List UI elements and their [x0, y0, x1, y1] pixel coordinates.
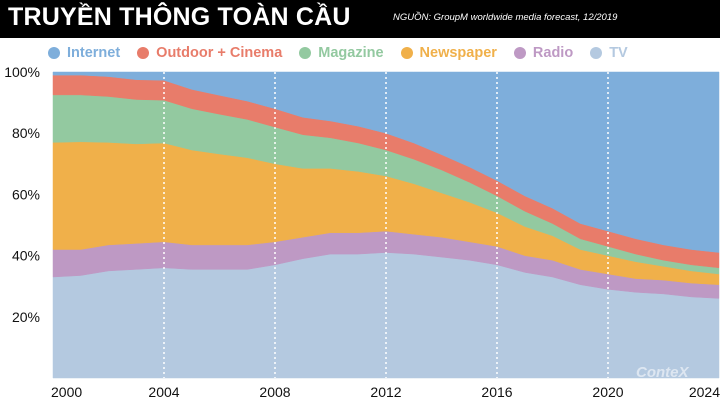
- x-tick-label: 2012: [370, 384, 401, 400]
- legend-item-outdoor-cinema: Outdoor + Cinema: [137, 45, 282, 61]
- x-tick-label: 2024: [689, 384, 720, 400]
- area-internet: [52, 71, 720, 253]
- legend-label: Outdoor + Cinema: [156, 45, 283, 61]
- y-tick-label: 40%: [12, 248, 40, 264]
- legend-swatch: [590, 47, 603, 59]
- legend-label: Newspaper: [419, 45, 497, 61]
- x-tick-label: 2004: [148, 384, 179, 400]
- legend-label: TV: [609, 45, 628, 61]
- x-tick-label: 2008: [259, 384, 290, 400]
- legend-swatch: [137, 47, 150, 59]
- legend-item-newspaper: Newspaper: [400, 45, 497, 61]
- legend-item-internet: Internet: [48, 45, 120, 61]
- x-tick-label: 2020: [592, 384, 623, 400]
- source-note: NGUỒN: GroupM worldwide media forecast, …: [393, 12, 618, 23]
- legend-item-tv: TV: [590, 45, 628, 61]
- chart-legend: Internet Outdoor + Cinema Magazine Newspape…: [48, 43, 645, 63]
- y-tick-label: 20%: [12, 309, 40, 325]
- header-bar: TRUYỀN THÔNG TOÀN CẦU NGUỒN: GroupM worl…: [0, 0, 720, 38]
- x-tick-label: 2016: [481, 384, 512, 400]
- y-tick-label: 100%: [4, 64, 40, 80]
- legend-item-radio: Radio: [513, 45, 574, 61]
- legend-label: Magazine: [318, 45, 384, 61]
- legend-swatch: [400, 47, 413, 59]
- legend-swatch: [513, 47, 526, 59]
- y-tick-label: 80%: [12, 125, 40, 141]
- chart-title: TRUYỀN THÔNG TOÀN CẦU: [8, 3, 351, 31]
- legend-swatch: [299, 47, 312, 59]
- x-tick-label: 2000: [51, 384, 82, 400]
- legend-item-magazine: Magazine: [299, 45, 384, 61]
- legend-label: Internet: [67, 45, 121, 61]
- watermark-logo: ConteX: [636, 364, 689, 381]
- legend-label: Radio: [532, 45, 574, 61]
- y-tick-label: 60%: [12, 186, 40, 202]
- legend-swatch: [48, 47, 60, 59]
